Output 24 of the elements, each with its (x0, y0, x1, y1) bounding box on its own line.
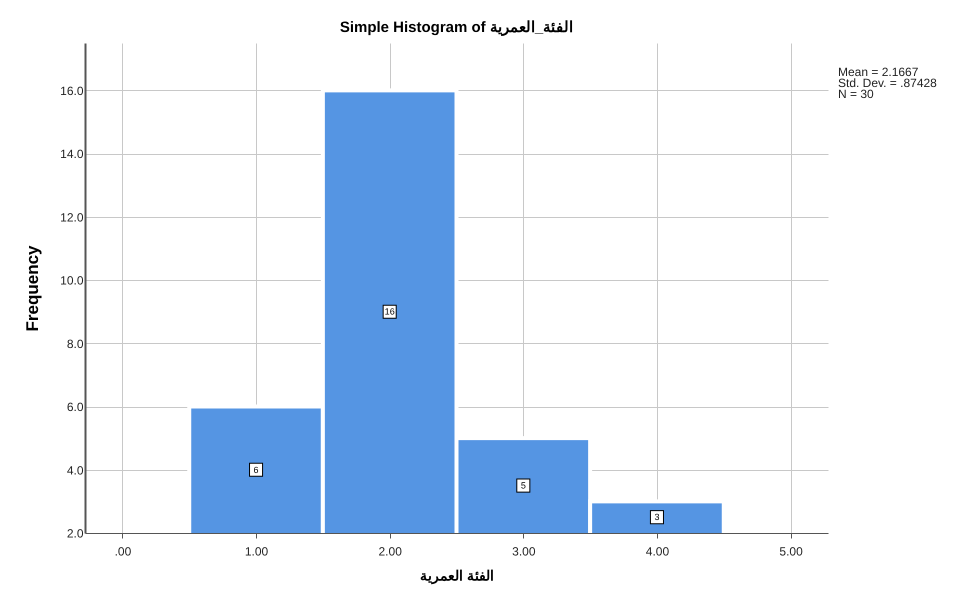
data-label: 5 (520, 480, 526, 491)
x-tick-label: .00 (114, 544, 132, 558)
x-tick-label: 4.00 (646, 544, 670, 558)
y-tick-label: 16.0 (60, 84, 84, 98)
y-tick-label: 8.0 (66, 336, 84, 351)
y-tick-label: 10.0 (60, 274, 84, 288)
chart-title: Simple Histogram of الفئة_العمرية (340, 19, 574, 36)
y-tick-label: 4.0 (66, 463, 84, 478)
text: N = 30 (838, 87, 874, 101)
text: Std. Dev. = .87428 (838, 76, 938, 90)
x-tick-label: 2.00 (378, 544, 402, 558)
y-tick-label: 6.0 (66, 400, 84, 414)
x-axis-title: الفئة العمرية (420, 568, 494, 584)
data-label: 6 (254, 464, 259, 475)
y-tick-label: 2.0 (66, 526, 84, 540)
x-tick-label: 5.00 (779, 544, 804, 558)
data-label: 16 (384, 306, 395, 317)
y-tick-label: 14.0 (60, 147, 84, 162)
data-label: 3 (654, 512, 660, 522)
x-tick-label: 1.00 (244, 544, 269, 558)
text: Mean = 2.1667 (838, 65, 919, 79)
x-tick-label: 3.00 (512, 544, 536, 558)
y-axis-title: Frequency (23, 244, 42, 332)
y-tick-label: 12.0 (60, 210, 84, 224)
